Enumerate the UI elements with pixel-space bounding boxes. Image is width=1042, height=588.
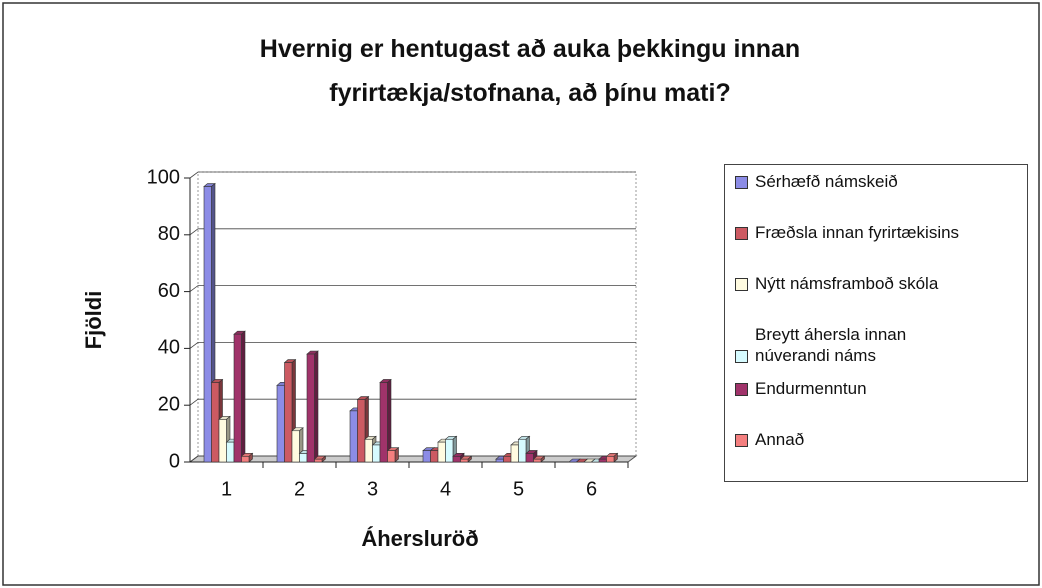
legend-entry: Nýtt námsframboð skóla: [731, 273, 1021, 294]
y-tick-label: 0: [169, 450, 180, 472]
bar: [452, 456, 461, 463]
bar: [510, 444, 519, 463]
bar: [211, 382, 220, 463]
bar: [241, 456, 250, 463]
bar: [233, 333, 242, 463]
bar: [314, 458, 323, 463]
legend-label: Nýtt námsframboð skóla: [755, 274, 939, 293]
bar: [349, 410, 358, 463]
grid-line: [189, 171, 636, 179]
bar: [276, 385, 285, 463]
bar: [364, 438, 373, 463]
bar: [518, 438, 527, 463]
bar: [430, 450, 439, 463]
bar: [357, 399, 366, 463]
bar: [606, 456, 615, 463]
legend-swatch: [735, 383, 748, 396]
bar: [598, 458, 607, 463]
legend-swatch: [735, 278, 748, 291]
y-tick-label: 60: [158, 280, 180, 302]
legend-entry: Annað: [731, 429, 1021, 450]
legend-entry: Endurmenntun: [731, 378, 1021, 399]
legend-swatch: [735, 350, 748, 363]
x-tick-label: 4: [440, 478, 451, 500]
bar-side: [314, 350, 319, 463]
legend-label: Breytt áhersla innan núverandi náms: [755, 325, 907, 365]
bar: [495, 458, 504, 463]
bar: [387, 450, 396, 463]
legend-swatch: [735, 176, 748, 189]
legend-entry: Fræðsla innan fyrirtækisins: [731, 222, 1021, 243]
y-axis-title: Fjöldi: [81, 291, 106, 350]
grid-line: [189, 455, 636, 463]
bar: [503, 456, 512, 463]
x-axis-title: Áhersluröð: [361, 526, 478, 551]
y-tick-label: 100: [147, 166, 180, 188]
bar: [379, 382, 388, 463]
bar: [218, 419, 227, 463]
plot-wall: [197, 171, 637, 457]
bar: [422, 450, 431, 463]
y-tick-label: 40: [158, 337, 180, 359]
bar: [306, 353, 315, 463]
bar: [203, 186, 212, 463]
legend-entry: Breytt áhersla innan núverandi náms: [731, 324, 1021, 366]
legend-entry: Sérhæfð námskeið: [731, 171, 1021, 192]
legend-label: Endurmenntun: [755, 379, 867, 398]
bar: [460, 458, 469, 463]
x-tick-label: 6: [586, 478, 597, 500]
x-tick-label: 2: [294, 478, 305, 500]
grid-line: [189, 228, 636, 236]
y-tick-label: 20: [158, 393, 180, 415]
bar: [533, 458, 542, 463]
grid-line: [189, 285, 636, 292]
legend-swatch: [735, 434, 748, 447]
legend-swatch: [735, 227, 748, 240]
x-tick-label: 1: [221, 478, 232, 500]
bar: [291, 430, 300, 463]
bar-side: [241, 330, 246, 463]
bar: [445, 438, 454, 463]
plot-floor: [188, 455, 638, 463]
x-tick-label: 3: [367, 478, 378, 500]
grid-line: [189, 398, 636, 406]
x-tick-label: 5: [513, 478, 524, 500]
bar: [284, 362, 293, 463]
chart-title: Hvernig er hentugast að auka þekkingu in…: [260, 35, 800, 107]
legend-label: Annað: [755, 430, 805, 449]
legend-label: Fræðsla innan fyrirtækisins: [755, 223, 960, 242]
bar: [437, 441, 446, 463]
bar: [226, 441, 235, 463]
grid-line: [189, 341, 636, 349]
y-tick-label: 80: [158, 223, 180, 245]
bar: [525, 453, 534, 463]
bar: [372, 444, 381, 463]
bar: [299, 453, 308, 463]
legend-label: Sérhæfð námskeið: [755, 172, 898, 191]
legend: Sérhæfð námskeið Fræðsla innan fyrirtækis…: [724, 164, 1028, 482]
